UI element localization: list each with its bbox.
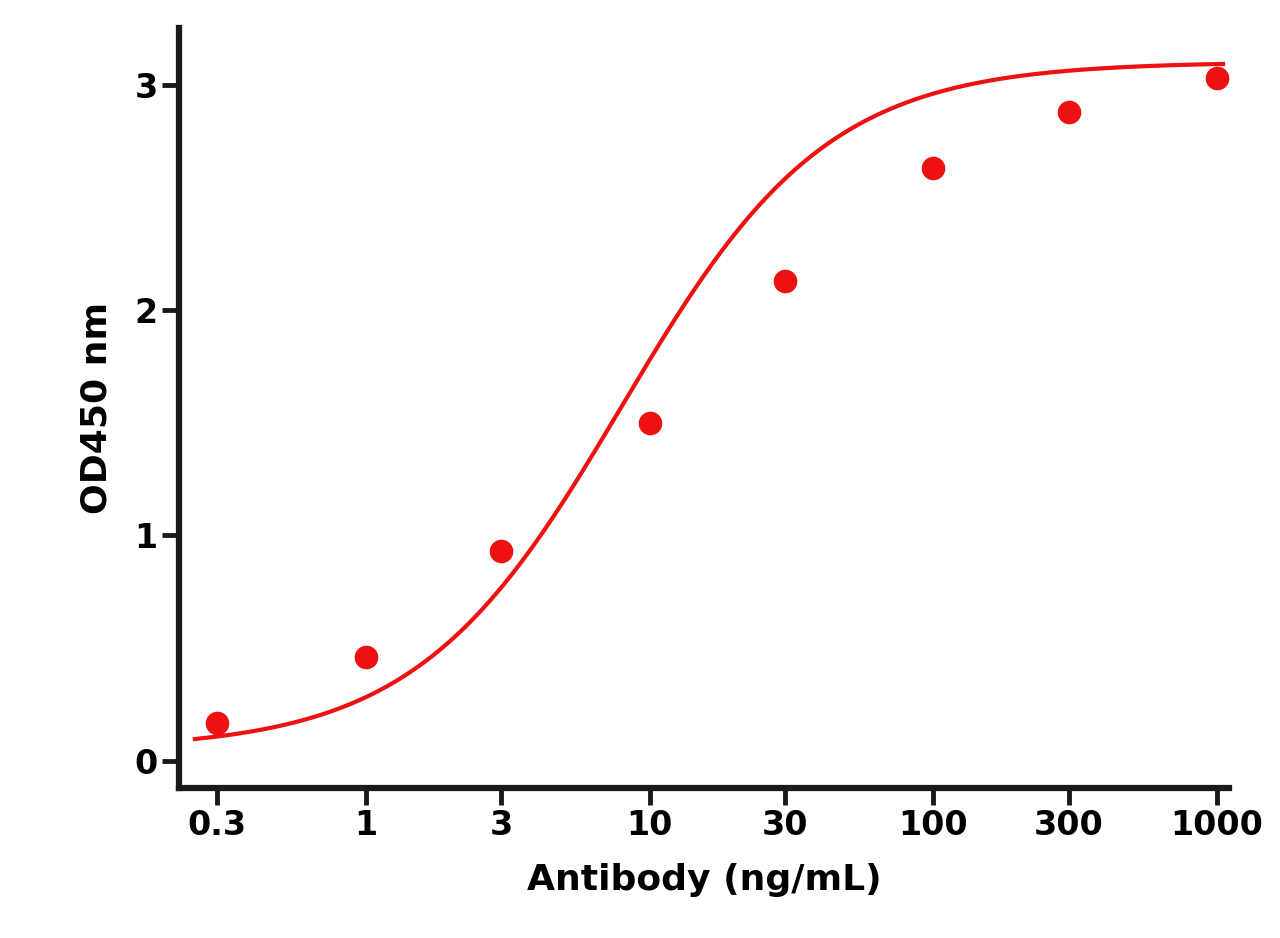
Y-axis label: OD450 nm: OD450 nm [79,302,114,514]
X-axis label: Antibody (ng/mL): Antibody (ng/mL) [526,863,882,898]
